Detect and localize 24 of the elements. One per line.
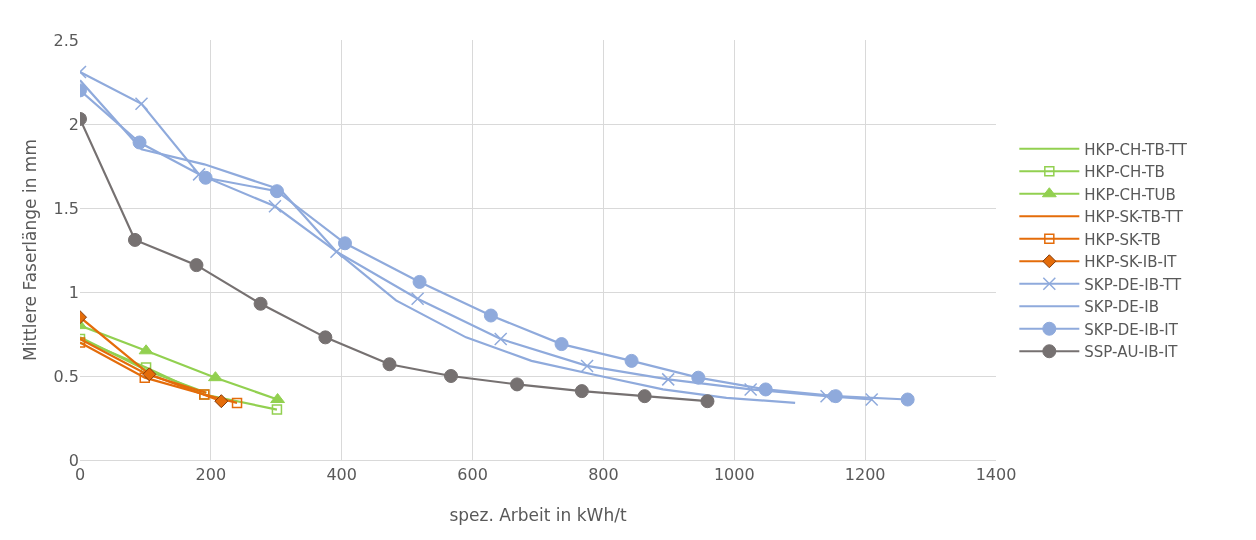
legend-label: SKP-DE-IB-IT <box>1084 320 1179 339</box>
legend-label: HKP-CH-TB <box>1084 163 1165 182</box>
x-tick-label: 200 <box>195 465 227 485</box>
legend-label: HKP-CH-TB-TT <box>1084 140 1188 159</box>
x-axis-title: spez. Arbeit in kWh/t <box>449 505 627 525</box>
legend-label: HKP-CH-TUB <box>1084 185 1176 204</box>
x-tick-label: 600 <box>457 465 488 485</box>
y-tick-label: 1.5 <box>53 198 79 218</box>
legend-label: HKP-SK-IB-IT <box>1084 253 1178 272</box>
y-tick-label: 0.5 <box>53 366 79 386</box>
legend-label: HKP-SK-TB-TT <box>1084 208 1184 227</box>
x-tick-label: 1200 <box>844 465 886 485</box>
y-tick-label: 2.5 <box>53 30 79 50</box>
x-tick-label: 800 <box>588 465 619 485</box>
x-tick-label: 1000 <box>713 465 755 485</box>
y-tick-label: 1 <box>68 282 79 302</box>
legend-label: SKP-DE-IB <box>1084 298 1159 317</box>
legend-label: SKP-DE-IB-TT <box>1084 275 1182 294</box>
legend-label: SSP-AU-IB-IT <box>1084 343 1179 362</box>
y-tick-label: 2 <box>68 114 79 134</box>
x-tick-label: 1400 <box>975 465 1017 485</box>
y-axis-title: Mittlere Faserlänge in mm <box>20 139 40 361</box>
x-tick-label: 400 <box>326 465 357 485</box>
legend-label: HKP-SK-TB <box>1084 230 1161 249</box>
